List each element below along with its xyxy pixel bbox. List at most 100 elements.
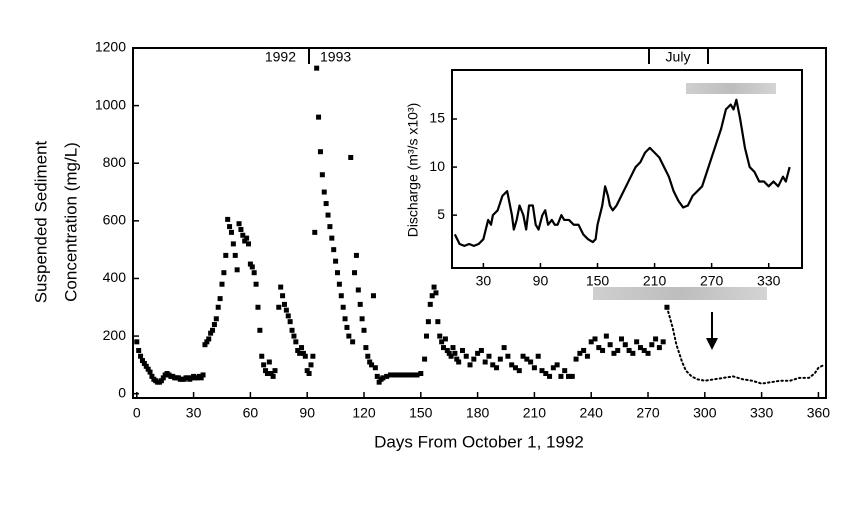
data-point — [501, 345, 507, 351]
data-point — [316, 114, 322, 120]
data-point — [448, 353, 454, 359]
data-point — [456, 359, 462, 365]
data-point — [223, 252, 229, 258]
data-point — [283, 307, 289, 313]
data-point — [215, 304, 221, 310]
data-point — [634, 339, 640, 345]
x-tick-label: 90 — [299, 405, 315, 421]
data-point — [331, 247, 337, 253]
x-tick-label: 0 — [133, 405, 141, 421]
data-point — [490, 362, 496, 368]
x-tick-label: 210 — [523, 405, 547, 421]
data-point — [249, 264, 255, 270]
data-point — [361, 327, 367, 333]
data-point — [338, 293, 344, 299]
data-point — [217, 296, 223, 302]
data-point — [272, 368, 278, 374]
data-point — [630, 350, 636, 356]
shaded-period — [686, 83, 776, 94]
y-tick-label: 400 — [103, 269, 127, 285]
data-point — [427, 301, 433, 307]
data-point — [562, 368, 568, 374]
data-point — [569, 373, 575, 379]
data-point — [622, 342, 628, 348]
data-point — [520, 353, 526, 359]
data-point — [550, 365, 556, 371]
data-point — [528, 359, 534, 365]
x-tick-label: 210 — [643, 273, 667, 289]
data-point — [242, 238, 248, 244]
data-point — [486, 353, 492, 359]
data-point — [304, 368, 310, 374]
data-line — [453, 98, 791, 247]
data-point — [660, 339, 666, 345]
data-point — [295, 347, 301, 353]
data-point — [607, 342, 613, 348]
data-point — [619, 336, 625, 342]
data-point — [285, 313, 291, 319]
data-point — [384, 373, 390, 379]
data-point — [475, 350, 481, 356]
data-point — [418, 371, 424, 377]
y-tick-label: 5 — [437, 206, 445, 222]
data-point — [319, 172, 325, 178]
data-point — [261, 362, 267, 368]
data-point — [410, 372, 416, 378]
data-point — [431, 284, 437, 290]
data-point — [353, 252, 359, 258]
data-point — [450, 345, 456, 351]
y-tick-label: 1000 — [95, 96, 126, 112]
data-point — [208, 330, 214, 336]
data-point — [334, 270, 340, 276]
data-point — [611, 350, 617, 356]
data-point — [247, 261, 253, 267]
x-tick-label: 30 — [476, 273, 492, 289]
x-axis-label: Days From October 1, 1992 — [374, 432, 584, 451]
data-point — [149, 373, 155, 379]
data-point — [626, 347, 632, 353]
y-tick-label: 10 — [429, 158, 445, 174]
data-point — [251, 270, 257, 276]
data-point — [253, 281, 259, 287]
data-point — [649, 342, 655, 348]
data-point — [291, 333, 297, 339]
annotation: July — [666, 49, 691, 65]
y-tick-label: 200 — [103, 327, 127, 343]
x-tick-label: 270 — [636, 405, 660, 421]
data-point — [310, 353, 316, 359]
data-point — [414, 372, 420, 378]
data-point — [359, 316, 365, 322]
data-point — [145, 366, 151, 372]
data-point — [433, 290, 439, 296]
data-point — [439, 339, 445, 345]
data-point — [213, 316, 219, 322]
data-point — [535, 353, 541, 359]
data-point — [442, 336, 448, 342]
data-point — [584, 353, 590, 359]
data-point — [276, 304, 282, 310]
data-point — [471, 356, 477, 362]
data-point — [234, 267, 240, 273]
data-point — [369, 362, 375, 368]
data-point — [615, 347, 621, 353]
data-point — [388, 372, 394, 378]
data-point — [344, 324, 350, 330]
data-point — [281, 301, 287, 307]
data-point — [637, 345, 643, 351]
data-point — [363, 345, 369, 351]
y-tick-label: 600 — [103, 212, 127, 228]
x-tick-label: 330 — [757, 273, 781, 289]
data-point — [317, 149, 323, 155]
data-point — [446, 350, 452, 356]
data-point — [302, 353, 308, 359]
data-point — [287, 319, 293, 325]
data-point — [266, 359, 272, 365]
x-tick-label: 240 — [580, 405, 604, 421]
x-tick-label: 120 — [352, 405, 376, 421]
y-axis-label: Suspended Sediment — [31, 140, 50, 303]
data-point — [406, 372, 412, 378]
data-point — [592, 336, 598, 342]
data-point — [437, 333, 443, 339]
y-tick-label: 0 — [118, 384, 126, 400]
